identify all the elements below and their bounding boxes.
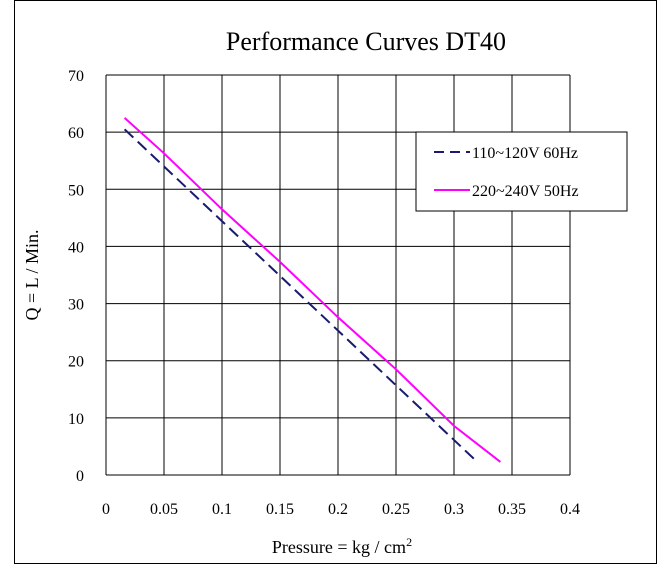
y-tick-label-5: 50 <box>68 182 84 199</box>
y-tick-label-4: 40 <box>68 239 84 256</box>
y-tick-label-7: 70 <box>68 68 84 85</box>
chart-title: Performance Curves DT40 <box>226 27 506 56</box>
legend-box <box>415 131 628 212</box>
x-tick-label-0: 0 <box>102 501 110 518</box>
y-tick-label-2: 20 <box>68 354 84 371</box>
legend-label-220-240v: 220~240V 50Hz <box>472 183 579 200</box>
series-line-1 <box>123 117 502 463</box>
legend-label-110-120v: 110~120V 60Hz <box>472 145 578 162</box>
x-tick-label-3: 0.15 <box>266 501 294 518</box>
legend: 110~120V 60Hz 220~240V 50Hz <box>415 131 628 212</box>
grid-lines <box>105 74 571 476</box>
x-axis-label-main: Pressure = kg / cm <box>272 537 406 557</box>
x-tick-label-8: 0.4 <box>560 501 580 518</box>
tick-labels: 0 0.05 0.1 0.15 0.2 0.25 0.3 0.35 0.4 0 10 20 30 40 50… <box>68 68 580 518</box>
x-tick-label-7: 0.35 <box>498 501 526 518</box>
series-lines <box>123 117 502 463</box>
y-tick-label-1: 10 <box>68 411 84 428</box>
x-tick-label-2: 0.1 <box>212 501 232 518</box>
x-axis-label-superscript: 2 <box>406 535 412 549</box>
x-axis-label: Pressure = kg / cm2 <box>272 535 412 557</box>
x-tick-label-1: 0.05 <box>150 501 178 518</box>
x-tick-label-6: 0.3 <box>444 501 464 518</box>
y-tick-label-6: 60 <box>68 125 84 142</box>
y-tick-label-3: 30 <box>68 297 84 314</box>
chart-border <box>14 0 657 564</box>
x-tick-label-4: 0.2 <box>328 501 348 518</box>
x-tick-label-5: 0.25 <box>382 501 410 518</box>
y-tick-label-0: 0 <box>76 468 84 485</box>
y-axis-label: Q = L / Min. <box>22 230 42 321</box>
series-line-0 <box>123 128 478 463</box>
